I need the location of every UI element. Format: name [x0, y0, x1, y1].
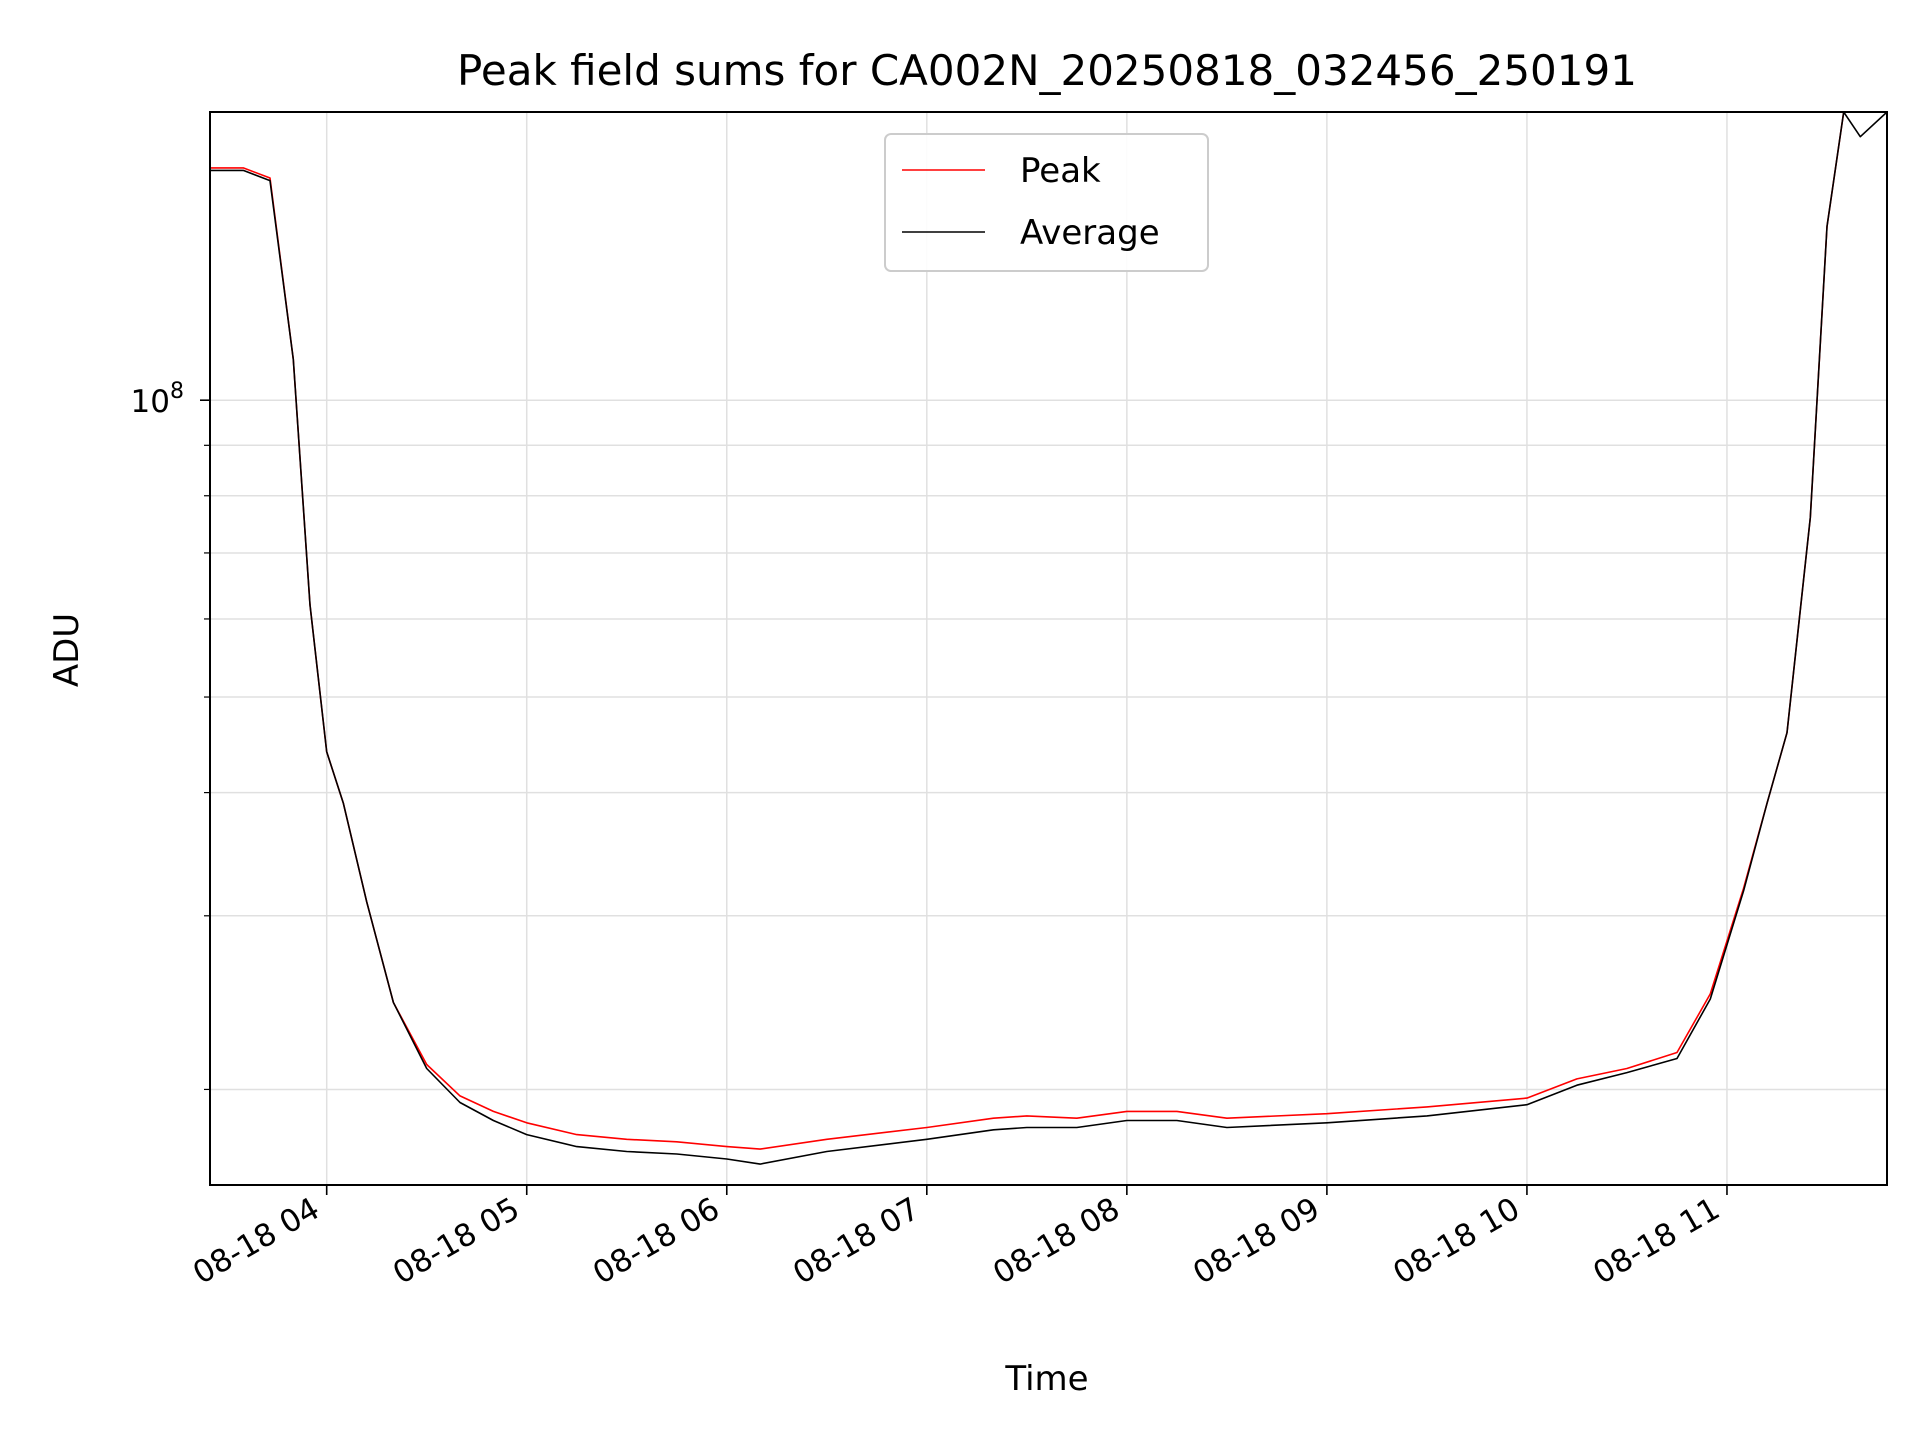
legend: Peak Average — [884, 133, 1209, 272]
plot-frame — [209, 111, 1888, 1186]
legend-box — [884, 133, 1209, 272]
x-axis-title: Time — [1004, 1359, 1088, 1399]
y-axis-title: ADU — [47, 613, 87, 687]
plot-series — [210, 112, 1887, 1165]
legend-label-peak: Peak — [1020, 151, 1101, 191]
series-line-average — [210, 112, 1887, 1165]
chart-title: Peak field sums for CA002N_20250818_0324… — [457, 46, 1637, 95]
y-tick-label: 108 — [131, 379, 184, 420]
legend-label-average: Average — [1020, 213, 1160, 253]
grid — [210, 112, 1887, 1185]
